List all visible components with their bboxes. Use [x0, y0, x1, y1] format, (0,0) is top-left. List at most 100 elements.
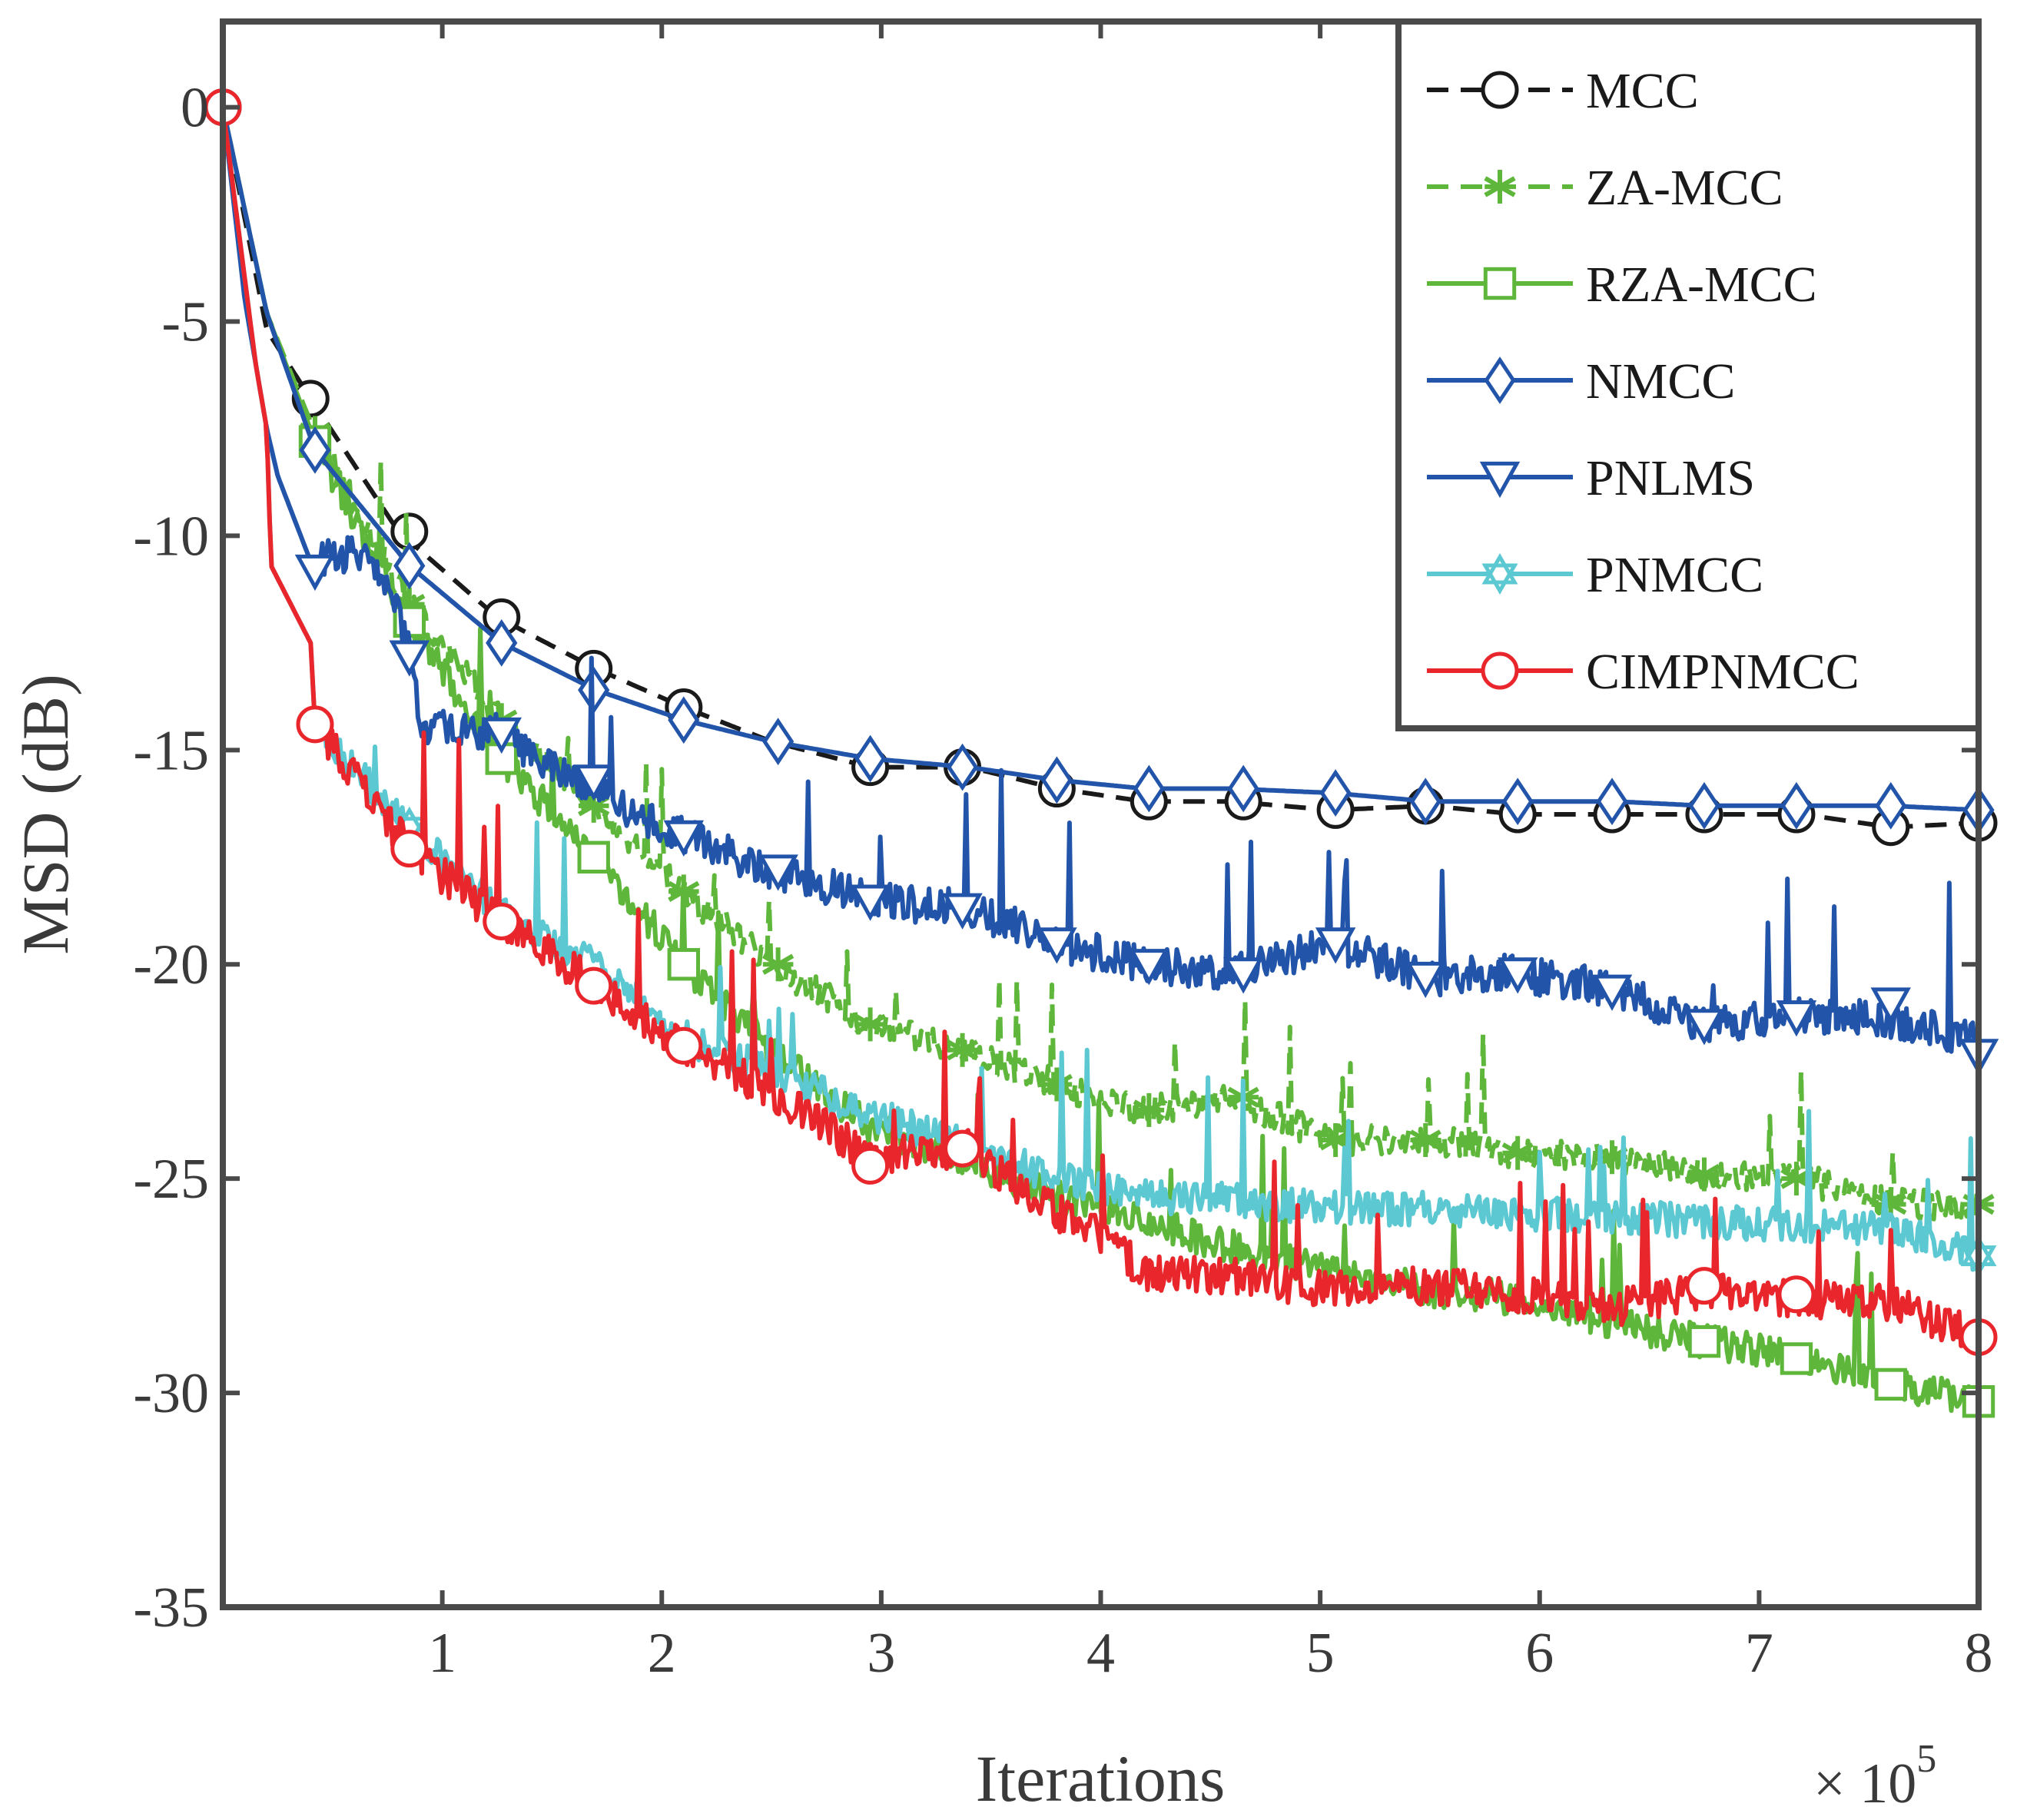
legend: MCC ZA-MCC RZA-MCC NMCC PNLMS PNMCC CIMPNMCC — [1395, 18, 1982, 731]
data-point — [1129, 949, 1169, 986]
data-point — [1870, 987, 1911, 1024]
data-point — [1409, 777, 1441, 826]
series-nmcc — [221, 106, 1995, 834]
data-point — [486, 618, 518, 667]
legend-label: MCC — [1586, 63, 1699, 119]
y-tick-label: -10 — [133, 505, 209, 568]
data-point — [296, 705, 334, 744]
data-point — [663, 820, 705, 857]
data-point — [1596, 777, 1628, 826]
legend-marker — [1479, 461, 1521, 499]
data-point — [667, 948, 701, 981]
data-point — [1875, 781, 1907, 830]
data-point — [1685, 1267, 1723, 1305]
data-point — [1687, 1324, 1721, 1358]
legend-label: PNLMS — [1586, 450, 1755, 506]
data-point — [1874, 1367, 1907, 1401]
legend-marker — [1484, 356, 1516, 404]
series-cimpnmcc — [204, 88, 1998, 1357]
data-point — [1497, 957, 1538, 994]
series-pnlms — [221, 107, 1999, 1076]
data-point — [393, 542, 426, 590]
legend-label: PNMCC — [1586, 547, 1763, 603]
data-point — [1405, 961, 1446, 999]
series-line — [221, 106, 1979, 813]
legend-marker — [1481, 71, 1519, 109]
data-point — [850, 884, 891, 921]
x-tick-label: 5 — [1306, 1622, 1335, 1685]
legend-item-rza-mcc: RZA-MCC — [1427, 257, 1817, 313]
series-layer — [204, 88, 1999, 1418]
x-tick-label: 3 — [867, 1622, 895, 1685]
data-point — [575, 966, 613, 1005]
data-point — [573, 764, 614, 801]
data-point — [1780, 781, 1813, 830]
legend-marker — [1481, 563, 1518, 595]
y-tick-label: 0 — [181, 77, 209, 140]
data-point — [668, 696, 700, 744]
x-tick-label: 1 — [428, 1622, 456, 1685]
x-axis-ticks: 1 2 3 4 5 6 7 8 — [428, 22, 1993, 1685]
legend-marker — [1483, 267, 1517, 300]
data-point — [851, 1146, 890, 1185]
data-point — [1040, 756, 1073, 804]
data-point — [1222, 957, 1264, 994]
series-line — [221, 107, 1981, 1056]
data-point — [1319, 769, 1352, 817]
data-point — [758, 854, 798, 891]
data-point — [1591, 974, 1633, 1011]
data-point — [1777, 1275, 1816, 1314]
legend-items: MCC ZA-MCC RZA-MCC NMCC PNLMS PNMCC CIMPNMCC — [1427, 63, 1859, 700]
y-tick-label: -35 — [133, 1576, 209, 1639]
data-point — [389, 640, 430, 677]
x-tick-label: 7 — [1745, 1622, 1773, 1685]
y-tick-label: -20 — [133, 933, 209, 996]
data-point — [483, 902, 521, 940]
x-tick-label: 4 — [1086, 1622, 1115, 1685]
data-point — [1037, 927, 1077, 964]
y-tick-label: -30 — [133, 1362, 209, 1425]
data-point — [1776, 1000, 1817, 1037]
data-point — [946, 743, 979, 791]
data-point — [762, 718, 795, 766]
y-tick-label: -5 — [161, 290, 209, 353]
y-tick-label: -25 — [133, 1148, 209, 1211]
x-tick-label: 2 — [648, 1622, 676, 1685]
y-tick-label: -15 — [133, 719, 209, 782]
legend-item-pnmcc: PNMCC — [1427, 547, 1763, 603]
legend-item-nmcc: NMCC — [1427, 353, 1735, 409]
legend-item-mcc: MCC — [1427, 63, 1699, 119]
x-axis-multiplier: × 105 — [1813, 1737, 1936, 1815]
plot-area-frame — [220, 18, 1982, 1610]
data-point — [1315, 927, 1356, 964]
data-point — [299, 426, 331, 474]
data-point — [1501, 777, 1534, 826]
data-point — [1133, 764, 1165, 813]
legend-item-cimpnmcc: CIMPNMCC — [1427, 644, 1859, 700]
x-axis-multiplier-base: × 10 — [1813, 1752, 1916, 1815]
legend-marker — [1481, 651, 1519, 690]
legend-item-pnlms: PNLMS — [1427, 450, 1755, 506]
data-point — [1688, 781, 1720, 830]
legend-label: ZA-MCC — [1586, 160, 1783, 216]
data-point — [577, 840, 610, 874]
data-point — [944, 1129, 982, 1168]
data-point — [1780, 1342, 1813, 1375]
y-axis-label: MSD (dB) — [8, 674, 82, 955]
data-point — [1227, 764, 1259, 813]
data-point — [390, 830, 429, 868]
data-point — [854, 734, 887, 783]
x-tick-label: 6 — [1525, 1622, 1554, 1685]
x-tick-label: 8 — [1965, 1622, 1993, 1685]
x-axis-label: Iterations — [976, 1742, 1226, 1815]
x-axis-multiplier-exponent: 5 — [1916, 1737, 1936, 1781]
data-point — [481, 717, 522, 754]
data-point — [294, 554, 336, 592]
legend-label: CIMPNMCC — [1586, 644, 1859, 700]
data-point — [1684, 1009, 1725, 1046]
data-point — [942, 893, 983, 930]
legend-item-za-mcc: ZA-MCC — [1427, 160, 1783, 216]
data-point — [665, 1026, 703, 1065]
legend-label: RZA-MCC — [1586, 257, 1817, 313]
